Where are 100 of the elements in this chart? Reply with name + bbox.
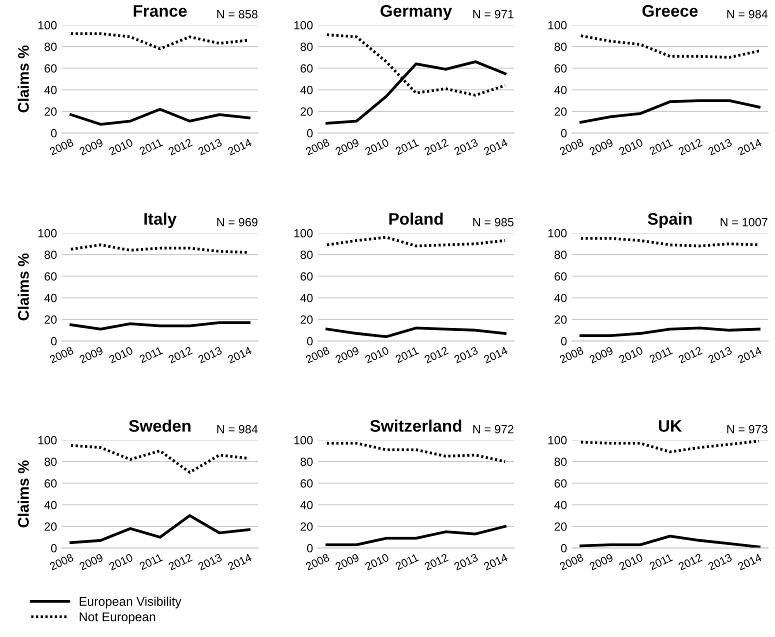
line-series bbox=[70, 108, 250, 126]
text: N = 1007 bbox=[720, 218, 768, 226]
text: N = 858 bbox=[217, 10, 258, 18]
chart-title: Germany bbox=[380, 5, 452, 20]
y-tick-label: 80 bbox=[300, 42, 313, 51]
line-series bbox=[580, 237, 760, 248]
x-tick-label: 2009 bbox=[334, 346, 360, 364]
chart-title: Spain bbox=[648, 212, 692, 228]
y-tick-label: 100 bbox=[294, 21, 313, 30]
line-series bbox=[326, 326, 506, 338]
y-tick-label: 60 bbox=[300, 64, 313, 73]
x-tick-label: 2009 bbox=[78, 138, 104, 156]
y-tick-label: 0 bbox=[307, 337, 313, 346]
x-tick-label: 2011 bbox=[394, 553, 419, 570]
x-tick-label: 2011 bbox=[138, 138, 163, 156]
y-tick-label: 100 bbox=[294, 436, 313, 444]
x-tick-label: 2008 bbox=[49, 346, 74, 364]
x-tick-label: 2012 bbox=[678, 553, 703, 570]
x-tick-label: 2012 bbox=[424, 138, 449, 156]
y-tick-label: 100 bbox=[38, 229, 57, 238]
x-tick-label: 2009 bbox=[334, 138, 360, 156]
x-tick-label: 2008 bbox=[559, 553, 584, 570]
x-tick-label: 2011 bbox=[138, 346, 163, 364]
y-tick-label: 60 bbox=[300, 272, 313, 281]
y-tick-label: 40 bbox=[300, 86, 313, 94]
y-tick-label: 0 bbox=[51, 129, 57, 138]
y-tick-label: 80 bbox=[300, 250, 313, 259]
line-series bbox=[580, 326, 760, 337]
y-tick-label: 80 bbox=[554, 42, 567, 51]
x-tick-label: 2014 bbox=[737, 346, 762, 364]
x-tick-label: 2011 bbox=[394, 138, 419, 156]
x-tick-label: 2012 bbox=[168, 346, 193, 364]
x-tick-label: 2009 bbox=[78, 553, 104, 570]
y-tick-label: 20 bbox=[44, 107, 57, 116]
y-tick-label: 40 bbox=[554, 86, 567, 94]
y-tick-label: 80 bbox=[44, 250, 57, 259]
x-tick-label: 2014 bbox=[483, 553, 508, 570]
y-tick-label: 0 bbox=[561, 129, 567, 138]
x-tick-label: 2010 bbox=[108, 346, 134, 364]
x-tick-label: 2013 bbox=[454, 346, 478, 364]
y-tick-label: 40 bbox=[44, 500, 57, 510]
y-tick-label: 80 bbox=[44, 458, 57, 466]
text: N = 972 bbox=[473, 424, 514, 434]
x-tick-label: 2010 bbox=[618, 553, 644, 570]
y-tick-label: 40 bbox=[300, 294, 313, 302]
y-tick-label: 100 bbox=[38, 21, 57, 30]
x-tick-label: 2013 bbox=[708, 553, 732, 570]
y-tick-label: 80 bbox=[44, 42, 57, 51]
chart-title: UK bbox=[658, 420, 682, 432]
x-tick-label: 2008 bbox=[559, 346, 584, 364]
x-tick-label: 2013 bbox=[708, 346, 732, 364]
text: N = 984 bbox=[727, 10, 768, 18]
y-tick-label: 80 bbox=[554, 458, 567, 466]
text: N = 984 bbox=[217, 424, 258, 434]
x-tick-label: 2013 bbox=[454, 138, 478, 156]
chart-title: Greece bbox=[642, 5, 698, 17]
y-tick-label: 0 bbox=[561, 544, 567, 552]
line-series bbox=[580, 99, 760, 124]
y-tick-label: 60 bbox=[300, 479, 313, 488]
x-tick-label: 2012 bbox=[168, 553, 193, 570]
x-tick-label: 2011 bbox=[648, 346, 673, 364]
x-tick-label: 2010 bbox=[364, 138, 390, 156]
y-tick-label: 20 bbox=[554, 315, 567, 324]
x-tick-label: 2009 bbox=[78, 346, 104, 364]
y-tick-label: 100 bbox=[38, 436, 57, 444]
x-tick-label: 2014 bbox=[737, 553, 762, 570]
x-tick-label: 2010 bbox=[618, 138, 644, 156]
y-tick-label: 0 bbox=[307, 544, 313, 552]
y-tick-label: 100 bbox=[548, 229, 567, 238]
y-tick-label: 60 bbox=[554, 64, 567, 73]
line-series bbox=[70, 321, 250, 331]
x-tick-label: 2009 bbox=[588, 346, 614, 364]
y-tick-label: 40 bbox=[554, 294, 567, 302]
x-tick-label: 2014 bbox=[483, 346, 508, 364]
x-tick-label: 2013 bbox=[198, 553, 222, 570]
y-tick-label: 80 bbox=[300, 458, 313, 466]
y-axis-title: Claims % bbox=[18, 460, 29, 528]
y-tick-label: 0 bbox=[51, 337, 57, 346]
x-tick-label: 2012 bbox=[168, 138, 193, 156]
y-tick-label: 60 bbox=[44, 272, 57, 281]
line-series bbox=[326, 236, 506, 248]
y-tick-label: 40 bbox=[554, 500, 567, 510]
line-series bbox=[580, 534, 760, 548]
x-tick-label: 2011 bbox=[138, 553, 163, 570]
line-series bbox=[580, 34, 760, 59]
y-tick-label: 20 bbox=[554, 107, 567, 116]
x-tick-label: 2008 bbox=[305, 553, 330, 570]
x-tick-label: 2014 bbox=[227, 553, 252, 570]
y-tick-label: 0 bbox=[561, 337, 567, 346]
legend-label: European Visibility bbox=[80, 596, 182, 608]
chart-title: Sweden bbox=[128, 420, 190, 432]
x-tick-label: 2011 bbox=[394, 346, 419, 364]
x-tick-label: 2012 bbox=[424, 346, 449, 364]
x-tick-label: 2008 bbox=[49, 138, 74, 156]
text: N = 985 bbox=[473, 218, 514, 226]
text: N = 969 bbox=[217, 218, 258, 226]
line-series bbox=[580, 440, 760, 454]
chart-title: France bbox=[134, 5, 187, 17]
y-tick-label: 20 bbox=[44, 315, 57, 324]
x-tick-label: 2014 bbox=[737, 138, 762, 156]
